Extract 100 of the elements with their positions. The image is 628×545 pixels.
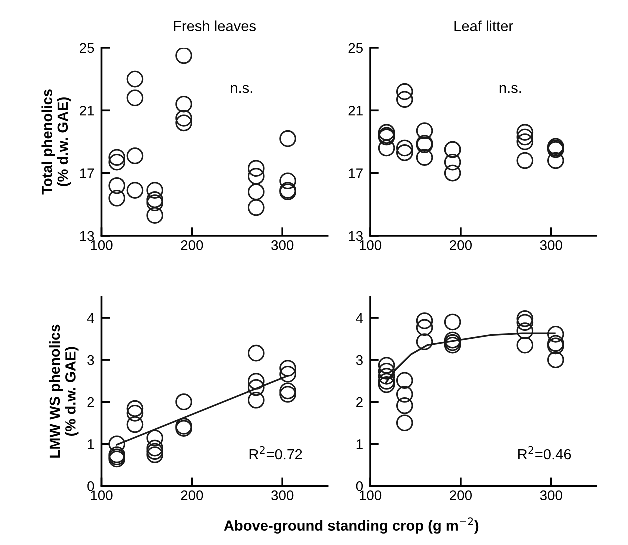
- point: [248, 379, 265, 396]
- point: [248, 392, 265, 409]
- point: [176, 48, 192, 64]
- point: [248, 160, 265, 178]
- point: [146, 446, 164, 464]
- point: [126, 416, 144, 434]
- point: [516, 336, 534, 354]
- point: [516, 134, 534, 150]
- annotation: R$^{2}$=0.72: [250, 446, 302, 460]
- point: [280, 130, 296, 148]
- point: [126, 405, 144, 422]
- point: [146, 207, 164, 224]
- point: [378, 357, 396, 374]
- point: [248, 344, 265, 362]
- y-tick-label: 3: [356, 355, 363, 366]
- y-tick-label: 21: [348, 106, 363, 116]
- point: [396, 386, 414, 403]
- point: [108, 436, 126, 453]
- point: [146, 182, 164, 199]
- point: [378, 376, 396, 394]
- y-tick-label: 25: [80, 43, 94, 54]
- point: [108, 154, 126, 171]
- x-tick-label: 100: [360, 240, 382, 250]
- point: [416, 122, 434, 140]
- point: [516, 310, 534, 328]
- y-axis-title: LMW WS phenolics (% d.w. GAE): [49, 324, 79, 458]
- point: [108, 149, 126, 166]
- point: [248, 199, 265, 216]
- point: [378, 124, 396, 141]
- point: [396, 414, 414, 432]
- y-tick-label: 13: [349, 231, 363, 242]
- point: [108, 190, 126, 207]
- point: [416, 334, 434, 350]
- x-tick-label: 200: [450, 240, 472, 250]
- x-tick-label: 100: [91, 240, 113, 250]
- chart-title: Fresh leaves: [174, 20, 256, 32]
- point: [416, 319, 434, 336]
- y-tick-label: 0: [356, 481, 364, 492]
- point: [248, 168, 265, 185]
- y-tick-label: 13: [80, 231, 94, 242]
- point: [516, 128, 534, 146]
- point: [516, 314, 534, 332]
- y-tick-label: 21: [80, 106, 94, 116]
- x-tick-label: 200: [181, 240, 204, 250]
- x-tick-label: 300: [540, 490, 562, 501]
- point: [396, 372, 414, 390]
- point: [516, 124, 534, 141]
- y-tick-label: 2: [356, 397, 363, 408]
- point: [146, 440, 164, 457]
- y-tick-label: 25: [348, 43, 363, 54]
- point: [146, 443, 164, 460]
- y-tick-label: 4: [87, 314, 94, 324]
- y-tick-label: 17: [349, 168, 363, 178]
- point: [516, 322, 534, 340]
- point: [444, 154, 462, 171]
- point: [146, 192, 164, 208]
- point: [126, 400, 144, 418]
- y-tick-label: 2: [88, 397, 94, 408]
- point: [378, 373, 396, 390]
- point: [444, 314, 462, 331]
- point: [248, 184, 265, 201]
- point: [516, 152, 534, 170]
- annotation: n.s.: [231, 85, 252, 94]
- x-axis-title: Above-ground standing crop (g m$^{−2}$): [224, 518, 479, 534]
- point: [378, 363, 396, 380]
- point: [126, 70, 144, 88]
- point: [396, 83, 414, 100]
- y-axis-title: Total phenolics (% d.w. GAE): [42, 90, 72, 195]
- point: [126, 182, 144, 199]
- point: [280, 386, 296, 403]
- point: [176, 394, 192, 410]
- point: [126, 148, 144, 164]
- point: [146, 194, 164, 212]
- point: [378, 140, 396, 157]
- point: [280, 360, 296, 377]
- annotation: n.s.: [500, 85, 522, 94]
- point: [396, 91, 414, 108]
- point: [108, 177, 126, 194]
- point: [396, 397, 414, 414]
- point: [548, 326, 564, 343]
- point: [176, 96, 192, 113]
- point: [416, 149, 434, 166]
- x-tick-label: 200: [450, 490, 472, 501]
- x-tick-label: 300: [272, 490, 294, 501]
- y-tick-label: 3: [88, 355, 94, 366]
- x-tick-label: 300: [272, 240, 294, 250]
- point: [378, 368, 396, 385]
- point: [280, 366, 296, 383]
- point: [248, 373, 265, 390]
- x-tick-label: 300: [540, 240, 562, 250]
- point: [396, 140, 414, 157]
- point: [280, 382, 296, 400]
- chart-title: Leaf litter: [454, 20, 514, 32]
- y-tick-label: 4: [356, 314, 364, 324]
- point: [126, 90, 144, 107]
- point: [146, 430, 164, 447]
- x-tick-label: 100: [360, 490, 382, 501]
- point: [416, 312, 434, 330]
- point: [444, 164, 462, 182]
- point: [548, 152, 564, 170]
